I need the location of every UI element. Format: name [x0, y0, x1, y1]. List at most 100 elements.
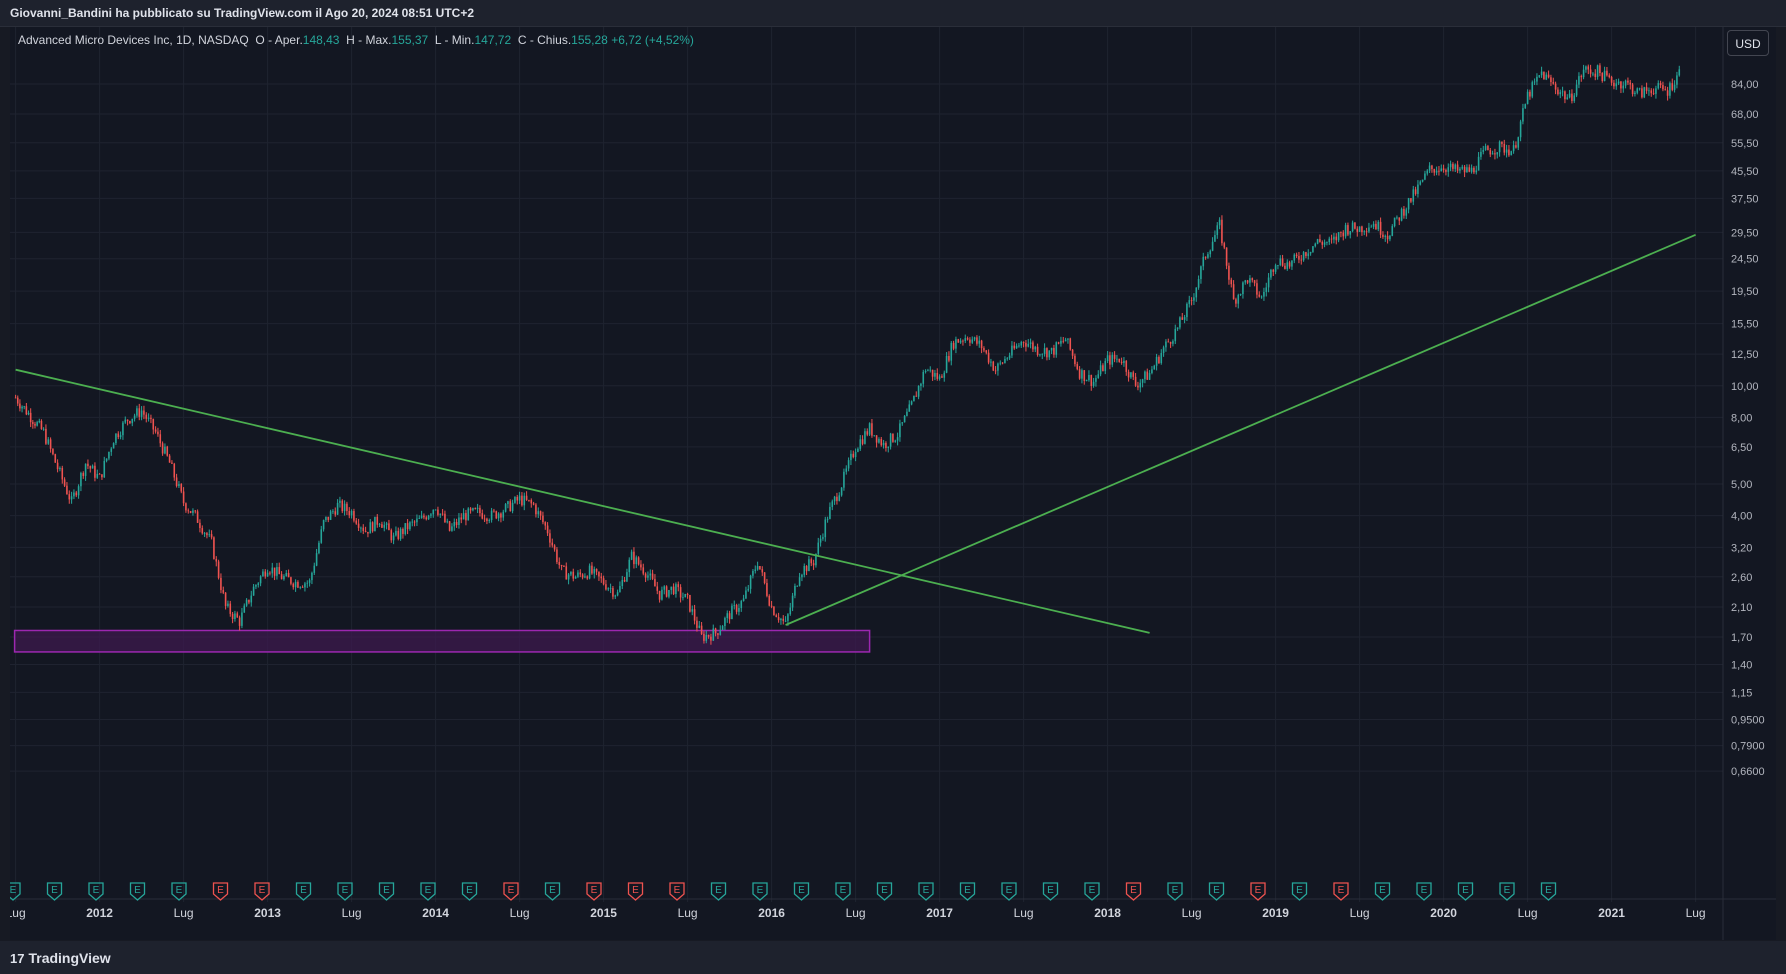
candle-body	[1629, 82, 1632, 85]
candle-body	[511, 502, 514, 512]
candle-body	[1036, 346, 1039, 355]
candle-body	[1319, 239, 1321, 242]
candle-body	[80, 473, 82, 487]
earnings-marker-label: E	[1172, 885, 1179, 896]
earnings-marker[interactable]	[1042, 882, 1059, 901]
earnings-marker[interactable]	[254, 882, 270, 901]
candle-body	[696, 620, 698, 628]
candle-body	[1655, 88, 1657, 94]
candle-body	[1480, 151, 1482, 157]
candle-body	[649, 573, 652, 576]
earnings-marker[interactable]	[669, 882, 685, 901]
candle-body	[357, 523, 360, 528]
earnings-marker[interactable]	[378, 882, 395, 901]
candle-body	[1477, 156, 1480, 171]
candle-body	[735, 604, 738, 612]
candle-body	[1508, 149, 1510, 156]
earnings-marker[interactable]	[1291, 882, 1308, 901]
support-zone[interactable]	[13, 629, 871, 653]
candle-body	[1533, 81, 1536, 83]
earnings-marker[interactable]	[46, 882, 63, 901]
candle-body	[1064, 339, 1067, 342]
candle-body	[231, 613, 234, 620]
earnings-marker[interactable]	[461, 882, 478, 901]
earnings-marker[interactable]	[503, 882, 519, 901]
ascending-trendline[interactable]	[785, 233, 1696, 626]
earnings-marker[interactable]	[1416, 882, 1432, 901]
earnings-marker[interactable]	[710, 882, 727, 901]
earnings-marker[interactable]	[835, 882, 851, 901]
earnings-marker[interactable]	[1333, 882, 1349, 901]
earnings-marker[interactable]	[1167, 882, 1183, 901]
candle-body	[565, 566, 568, 580]
currency-button[interactable]: USD	[1727, 30, 1769, 56]
candle-body	[1571, 93, 1573, 101]
candle-body	[140, 410, 143, 417]
candle-body	[73, 492, 75, 497]
earnings-marker-label: E	[964, 885, 971, 896]
earnings-marker[interactable]	[1125, 882, 1142, 901]
earnings-marker[interactable]	[129, 882, 146, 901]
earnings-marker[interactable]	[1084, 882, 1100, 901]
earnings-marker[interactable]	[212, 882, 229, 901]
earnings-marker[interactable]	[1208, 882, 1225, 901]
candle-body	[313, 565, 316, 573]
earnings-marker[interactable]	[171, 882, 187, 901]
candle-body	[745, 590, 747, 599]
earnings-marker[interactable]	[876, 882, 893, 901]
earnings-marker[interactable]	[420, 882, 436, 901]
candle-body	[581, 574, 584, 578]
earnings-marker[interactable]	[10, 882, 21, 901]
candle-body	[1624, 80, 1627, 86]
candle-body	[185, 503, 187, 511]
earnings-marker[interactable]	[295, 882, 312, 901]
earnings-marker[interactable]	[1457, 882, 1474, 901]
earnings-marker[interactable]	[544, 882, 561, 901]
earnings-marker[interactable]	[1001, 882, 1017, 901]
earnings-marker[interactable]	[1499, 882, 1515, 901]
candle-body	[840, 487, 843, 496]
earnings-marker[interactable]	[88, 882, 104, 901]
candle-body	[1384, 235, 1387, 237]
time-tick-label: Lug	[510, 906, 530, 920]
earnings-marker[interactable]	[793, 882, 810, 901]
candle-body	[301, 586, 304, 588]
candle-body	[747, 588, 750, 591]
candle-body	[280, 574, 283, 580]
price-tick-label: 24,50	[1731, 254, 1759, 266]
tradingview-logo[interactable]: 17 TradingView	[10, 950, 111, 966]
candle-body	[292, 583, 295, 588]
candle-body	[1489, 150, 1492, 155]
candle-body	[388, 523, 390, 531]
earnings-marker[interactable]	[959, 882, 976, 901]
candle-body	[976, 337, 978, 344]
candle-body	[341, 500, 344, 512]
price-chart[interactable]: 84,00 68,00 55,50 45,50 37,50 29,50 24,50 19,50…	[10, 27, 1776, 940]
earnings-marker[interactable]	[752, 882, 768, 901]
earnings-marker[interactable]	[627, 882, 644, 901]
chart-panel[interactable]	[10, 27, 1776, 940]
earnings-marker[interactable]	[586, 882, 602, 901]
earnings-marker[interactable]	[1374, 882, 1391, 901]
candle-body	[54, 454, 57, 463]
descending-trendline[interactable]	[15, 368, 1150, 634]
candle-body	[658, 590, 661, 600]
price-tick-label: 1,15	[1731, 687, 1752, 699]
candle-body	[952, 342, 955, 349]
earnings-marker[interactable]	[1250, 882, 1266, 901]
candle-body	[551, 542, 554, 546]
candle-body	[126, 419, 129, 421]
earnings-marker[interactable]	[918, 882, 934, 901]
candle-body	[1200, 266, 1202, 280]
candle-body	[682, 597, 684, 599]
candle-body	[1363, 231, 1366, 233]
open-value: 148,43	[302, 33, 340, 47]
candle-body	[1046, 348, 1048, 358]
candle-body	[329, 511, 332, 520]
earnings-marker[interactable]	[337, 882, 353, 901]
candle-body	[287, 572, 290, 578]
earnings-marker[interactable]	[1540, 882, 1557, 901]
earnings-marker-label: E	[1296, 885, 1303, 896]
open-label: O - Aper.	[255, 33, 303, 47]
candle-body	[385, 523, 388, 525]
